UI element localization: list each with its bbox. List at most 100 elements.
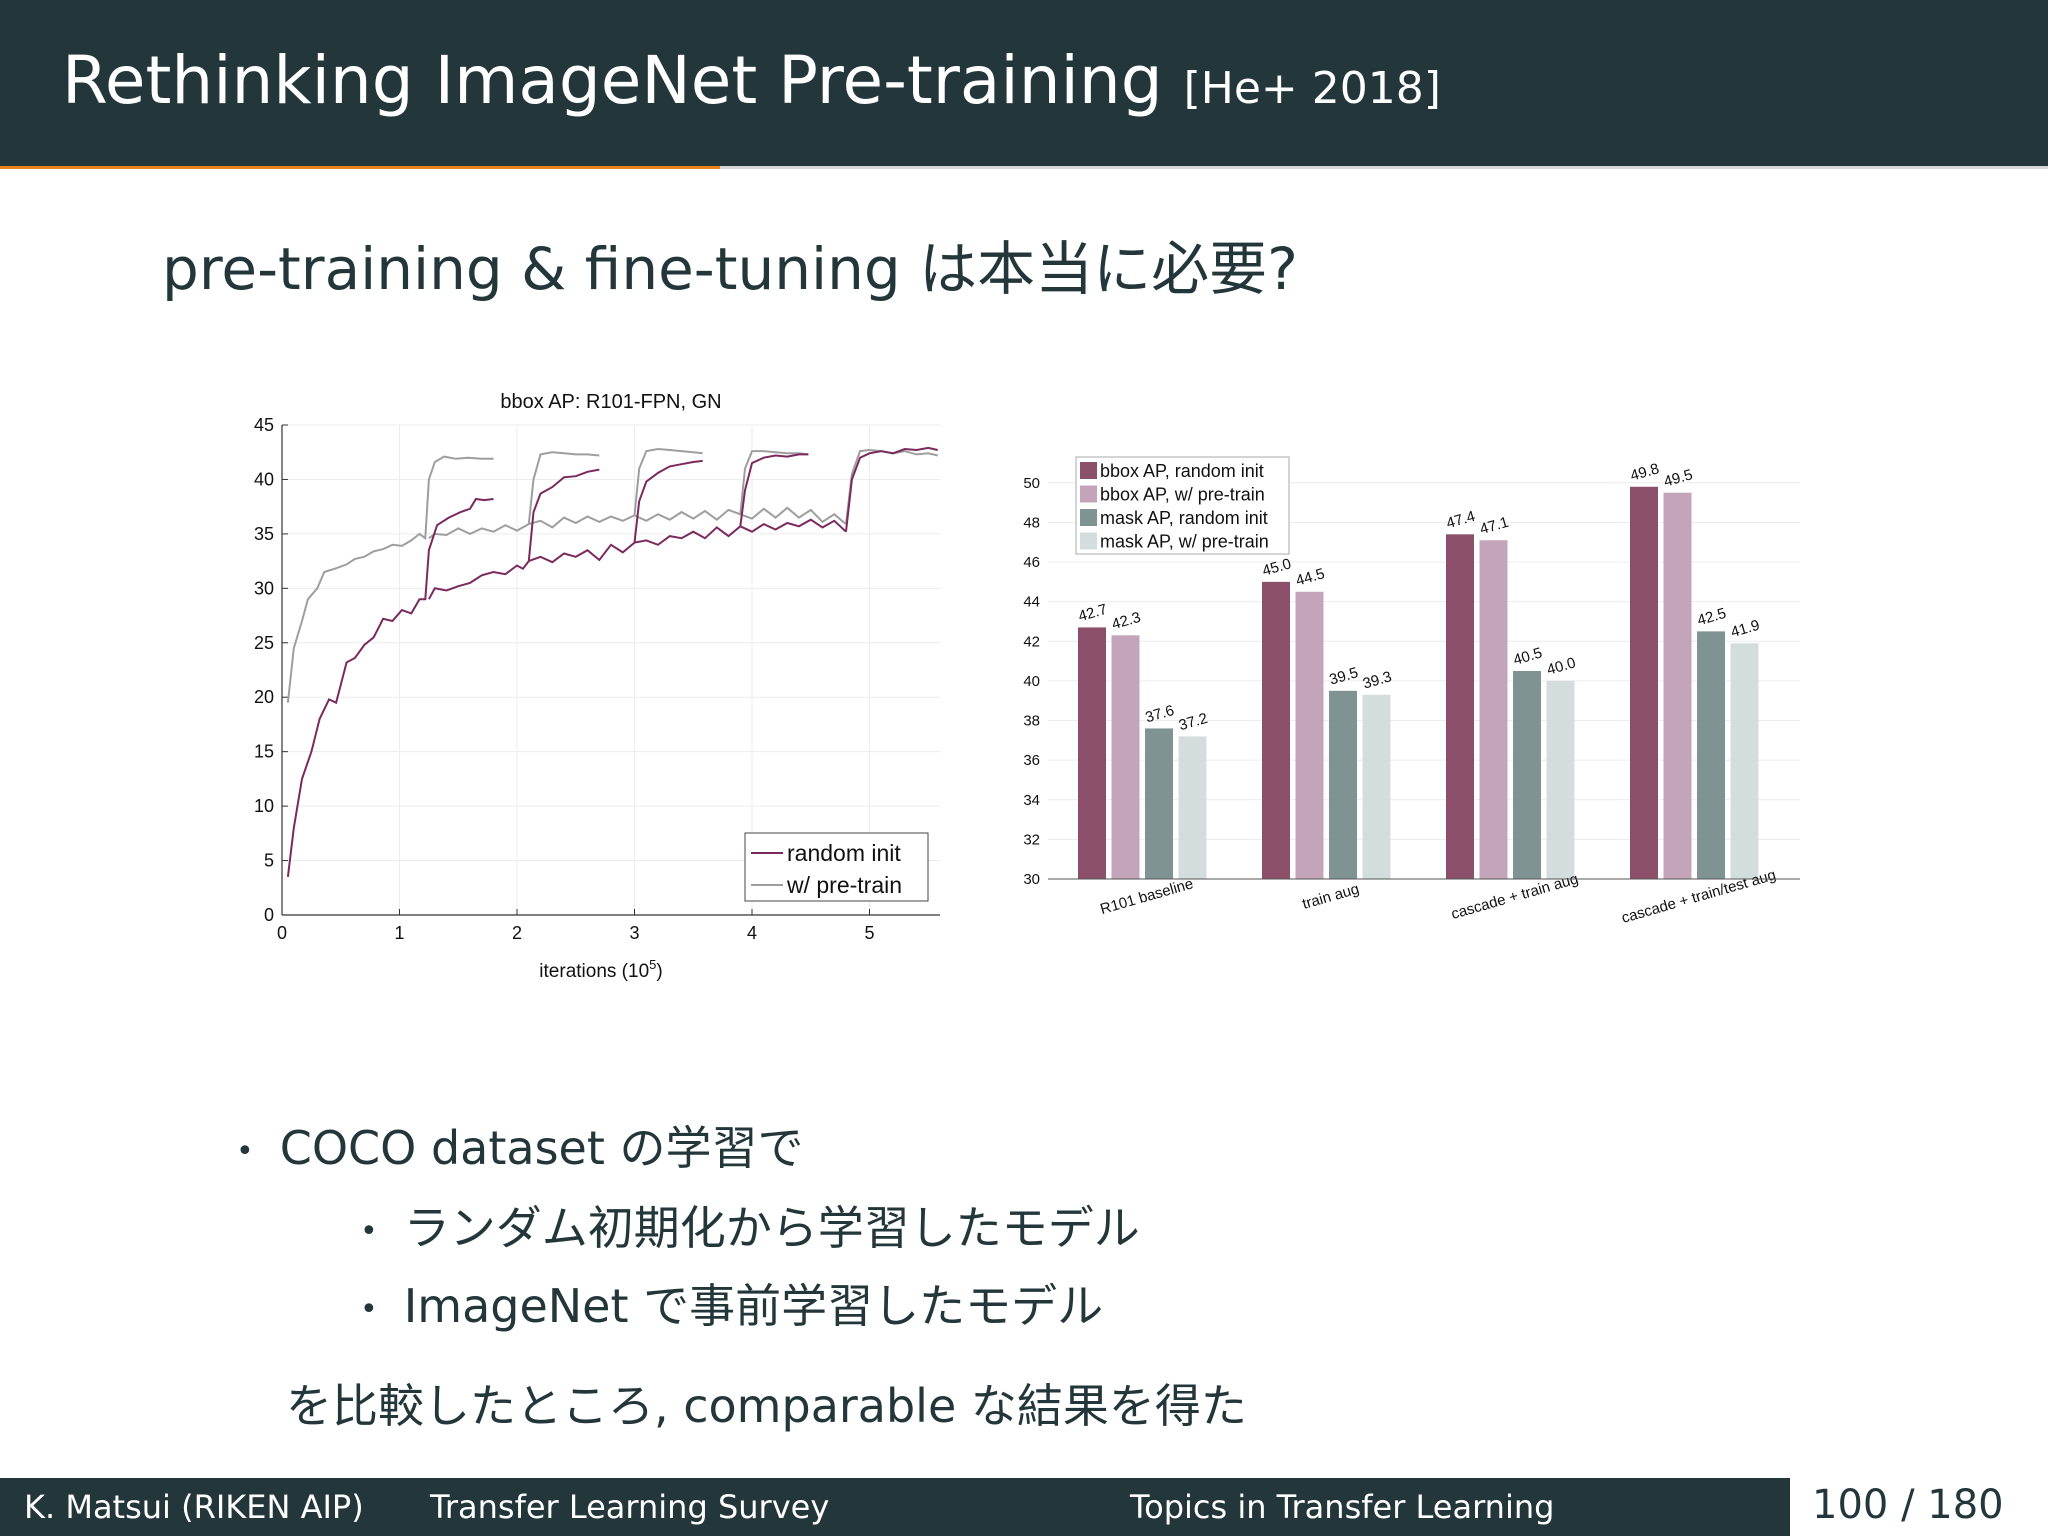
bar (1145, 728, 1173, 879)
legend-label: bbox AP, random init (1100, 461, 1264, 481)
slide-footer: K. Matsui (RIKEN AIP) Transfer Learning … (0, 1478, 2048, 1536)
series-line-random-init (634, 525, 741, 546)
bar (1513, 671, 1541, 879)
series-line-pretrain (633, 447, 703, 516)
bar-value-label: 49.8 (1628, 460, 1661, 484)
x-tick-label: 0 (277, 923, 287, 943)
y-tick-label: 46 (1023, 554, 1040, 571)
page-number: 100 / 180 (1812, 1482, 2004, 1528)
x-tick-label: 5 (864, 923, 874, 943)
y-tick-label: 15 (254, 742, 274, 762)
y-tick-label: 20 (254, 687, 274, 707)
bar (1362, 694, 1391, 879)
sub-bullet-item: • ランダム初期化から学習したモデル (360, 1192, 1140, 1258)
bar-value-label: 40.5 (1511, 644, 1544, 668)
y-tick-label: 44 (1023, 594, 1040, 611)
series-line-pretrain (527, 451, 600, 525)
legend-swatch (1080, 462, 1097, 479)
bar-value-label: 42.3 (1110, 609, 1143, 633)
bar (1730, 643, 1759, 879)
legend-swatch (1080, 509, 1097, 526)
y-tick-label: 30 (1023, 871, 1040, 888)
y-tick-label: 40 (254, 469, 274, 489)
bullet-dot: • (236, 1134, 254, 1169)
bar-value-label: 37.6 (1143, 702, 1176, 726)
y-tick-label: 10 (254, 796, 274, 816)
x-category-label: R101 baseline (1098, 875, 1195, 918)
series-line-random-init (527, 468, 600, 562)
bullet-text: COCO dataset の学習で (279, 1121, 804, 1175)
y-tick-label: 36 (1023, 752, 1040, 769)
slide-title: Rethinking ImageNet Pre-training [He+ 20… (62, 42, 1441, 119)
bar-value-label: 37.2 (1177, 710, 1210, 734)
legend-label: mask AP, w/ pre-train (1100, 532, 1269, 552)
legend-label: random init (787, 840, 901, 866)
bar (1295, 591, 1324, 879)
bar-value-label: 42.7 (1076, 601, 1109, 625)
bullet-text: ランダム初期化から学習したモデル (403, 1201, 1140, 1255)
y-tick-label: 40 (1023, 673, 1040, 690)
y-tick-label: 50 (1023, 475, 1040, 492)
y-tick-label: 48 (1023, 514, 1040, 531)
y-tick-label: 38 (1023, 713, 1040, 730)
legend-swatch (1080, 485, 1097, 503)
legend-label: w/ pre-train (786, 872, 902, 898)
series-line-random-init (528, 541, 636, 564)
y-tick-label: 25 (254, 633, 274, 653)
series-line-pretrain (739, 506, 847, 525)
x-category-label: train aug (1300, 880, 1361, 912)
bar (1546, 680, 1575, 879)
legend-label: bbox AP, w/ pre-train (1100, 485, 1265, 505)
x-tick-label: 4 (747, 923, 757, 943)
series-line-pretrain (428, 523, 530, 540)
bar-value-label: 39.5 (1327, 664, 1360, 688)
series-line-random-init (845, 446, 938, 532)
y-tick-label: 42 (1023, 633, 1040, 650)
bullet-text: ImageNet で事前学習したモデル (403, 1279, 1104, 1333)
y-tick-label: 5 (264, 851, 274, 871)
x-tick-label: 1 (394, 923, 404, 943)
y-tick-label: 35 (254, 524, 274, 544)
bullet-dot: • (360, 1214, 378, 1249)
y-tick-label: 34 (1023, 792, 1040, 809)
series-line-pretrain (528, 514, 635, 529)
y-tick-label: 32 (1023, 831, 1040, 848)
chart-title: bbox AP: R101-FPN, GN (500, 391, 721, 413)
page-number-box: 100 / 180 (1790, 1478, 2048, 1536)
sub-bullet-item: • ImageNet で事前学習したモデル (360, 1270, 1103, 1336)
series-line-random-init (286, 497, 494, 878)
chart-legend (1075, 456, 1290, 555)
bar-value-label: 45.0 (1260, 555, 1293, 579)
title-citation: [He+ 2018] (1183, 63, 1441, 114)
bar (1479, 540, 1508, 879)
legend-swatch (1080, 532, 1097, 550)
bar (1111, 635, 1140, 879)
x-tick-label: 3 (629, 923, 639, 943)
series-line-random-init (428, 560, 530, 600)
title-text: Rethinking ImageNet Pre-training (62, 42, 1163, 119)
bar-value-label: 41.9 (1729, 617, 1762, 641)
bar-chart: 30 32 34 36 38 40 42 44 46 48 50 42.7 42.3 37.6 37.2 R1… (1023, 456, 1800, 927)
bar-value-label: 42.5 (1695, 605, 1728, 629)
series-line-pretrain (739, 450, 809, 515)
series-line-random-init (739, 453, 809, 527)
slide-header: Rethinking ImageNet Pre-training [He+ 20… (0, 0, 2048, 166)
slide-subtitle: pre-training & fine-tuning は本当に必要? (162, 235, 1298, 303)
bar (1329, 690, 1357, 879)
footer-section: Topics in Transfer Learning (1130, 1488, 1555, 1526)
line-chart: bbox AP: R101-FPN, GN0510152025303540450… (254, 391, 940, 982)
series-line-random-init (633, 459, 703, 543)
bar (1446, 534, 1474, 879)
bar-value-label: 49.5 (1662, 466, 1695, 490)
bar (1178, 736, 1207, 879)
y-tick-label: 45 (254, 415, 274, 435)
x-tick-label: 2 (512, 923, 522, 943)
bar-value-label: 39.3 (1361, 668, 1394, 692)
progress-fill (0, 166, 721, 169)
series-line-random-init (739, 518, 847, 533)
series-line-pretrain (634, 508, 741, 522)
bullet-item: • COCO dataset の学習で (236, 1112, 804, 1178)
bar (1078, 627, 1106, 879)
bar-value-label: 44.5 (1294, 565, 1327, 589)
bar-value-label: 47.1 (1478, 514, 1511, 538)
